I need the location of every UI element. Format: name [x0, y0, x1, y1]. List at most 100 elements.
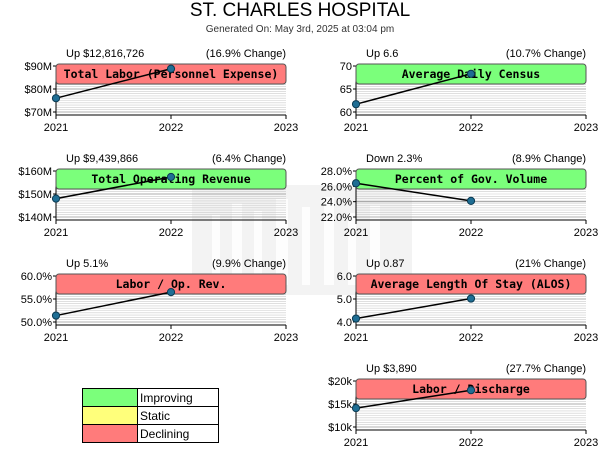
- y-tick-label: 4.0: [337, 317, 352, 329]
- report-title: ST. CHARLES HOSPITAL: [189, 0, 411, 21]
- y-tick-label: $90M: [24, 61, 52, 73]
- y-tick-label: $160M: [18, 166, 52, 178]
- x-tick-label: 2022: [159, 227, 183, 239]
- y-tick-label: $80M: [24, 84, 52, 96]
- legend-row-declining: Declining: [82, 424, 219, 443]
- y-tick-label: 6.0: [337, 271, 352, 283]
- x-tick-label: 2022: [159, 122, 183, 134]
- series-line: [355, 182, 472, 202]
- x-tick-label: 2022: [459, 122, 483, 134]
- legend-label-static: Static: [137, 406, 219, 425]
- chart-title: Labor / Op. Rev.: [116, 277, 227, 291]
- data-point: [351, 314, 361, 323]
- legend-swatch-improving: [82, 388, 138, 407]
- chart-svg: Up 0.87 (21% Change) 4.0 5.0 6.0 2021 2022 2023…: [337, 258, 599, 344]
- chart-svg: Up $12,816,726 (16.9% Change) $70M $80M $90M…: [24, 48, 298, 134]
- x-tick-label: 2021: [344, 122, 368, 134]
- chart-percent-gov-volume: Down 2.3% (8.9% Change) 22.0% 24.0% 26.0% 28.…: [300, 151, 600, 251]
- legend-swatch-declining: [82, 424, 138, 443]
- data-point: [51, 94, 61, 103]
- data-point: [166, 288, 176, 297]
- x-tick-label: 2021: [44, 227, 68, 239]
- legend-row-static: Static: [82, 406, 219, 425]
- x-tick-label: 2023: [574, 227, 598, 239]
- chart-svg: Up $3,890 (27.7% Change) $10k $15k $20k 2021 2…: [328, 363, 598, 449]
- y-tick-label: 65: [340, 84, 352, 96]
- chart-total-operating-revenue: Up $9,439,866 (6.4% Change) $140M $150M $160…: [0, 151, 300, 251]
- y-tick-label: 60.0%: [21, 271, 52, 283]
- x-tick-label: 2022: [459, 437, 483, 449]
- summary-text: Up 5.1%: [66, 258, 108, 270]
- summary-text: Down 2.3%: [366, 153, 422, 165]
- change-text: (10.7% Change): [506, 48, 586, 60]
- chart-title: Total Labor (Personnel Expense): [64, 67, 279, 81]
- y-tick-label: 22.0%: [321, 212, 352, 224]
- chart-title-box: [355, 273, 587, 295]
- series-line: [355, 389, 472, 409]
- y-tick-label: $15k: [328, 399, 352, 411]
- x-tick-label: 2022: [159, 332, 183, 344]
- summary-text: Up 6.6: [366, 48, 398, 60]
- chart-title-box: [55, 63, 287, 85]
- status-legend: Improving Static Declining: [82, 388, 219, 443]
- chart-alos: Up 0.87 (21% Change) 4.0 5.0 6.0 2021 2022 2023…: [300, 256, 600, 356]
- change-text: (27.7% Change): [506, 363, 586, 375]
- change-text: (6.4% Change): [212, 153, 286, 165]
- summary-text: Up $3,890: [366, 363, 417, 375]
- data-point: [466, 294, 476, 303]
- data-point: [466, 196, 476, 206]
- y-tick-label: 5.0: [337, 294, 352, 306]
- x-tick-label: 2021: [344, 437, 368, 449]
- y-tick-label: 55.0%: [21, 294, 52, 306]
- summary-text: Up 0.87: [366, 258, 405, 270]
- x-tick-label: 2023: [274, 227, 298, 239]
- y-tick-label: $20k: [328, 376, 352, 388]
- chart-total-labor: Up $12,816,726 (16.9% Change) $70M $80M $90M…: [0, 46, 300, 146]
- y-tick-label: $10k: [328, 422, 352, 434]
- change-text: (9.9% Change): [212, 258, 286, 270]
- data-point: [166, 172, 176, 182]
- report-header: ST. CHARLES HOSPITAL Generated On: May 3…: [0, 0, 600, 40]
- data-point: [466, 69, 476, 78]
- chart-svg: Up $9,439,866 (6.4% Change) $140M $150M $160…: [18, 153, 298, 239]
- chart-svg: Up 5.1% (9.9% Change) 50.0% 55.0% 60.0% 2021 2…: [21, 258, 298, 344]
- chart-title: Average Length Of Stay (ALOS): [371, 277, 572, 291]
- data-point: [51, 194, 61, 203]
- x-tick-label: 2023: [574, 332, 598, 344]
- y-tick-label: 28.0%: [321, 166, 352, 178]
- x-tick-label: 2021: [344, 227, 368, 239]
- y-tick-label: 50.0%: [21, 317, 52, 329]
- legend-label-declining: Declining: [137, 424, 219, 443]
- y-tick-label: $140M: [18, 212, 52, 224]
- data-point: [351, 404, 361, 413]
- chart-labor-op-rev: Up 5.1% (9.9% Change) 50.0% 55.0% 60.0% 2021 2…: [0, 256, 300, 356]
- chart-average-daily-census: Up 6.6 (10.7% Change) 60 65 70 2021 2022 2023 Av…: [300, 46, 600, 146]
- chart-svg: Down 2.3% (8.9% Change) 22.0% 24.0% 26.0% 28.…: [321, 153, 598, 239]
- chart-title: Percent of Gov. Volume: [395, 172, 547, 186]
- y-tick-label: 60: [340, 107, 352, 119]
- change-text: (21% Change): [515, 258, 586, 270]
- change-text: (8.9% Change): [512, 153, 586, 165]
- series-line: [55, 291, 172, 317]
- data-point: [351, 179, 361, 188]
- data-point: [351, 100, 361, 109]
- summary-text: Up $12,816,726: [66, 48, 144, 60]
- x-tick-label: 2022: [459, 227, 483, 239]
- y-tick-label: $70M: [24, 107, 52, 119]
- x-tick-label: 2021: [44, 122, 68, 134]
- change-text: (16.9% Change): [206, 48, 286, 60]
- series-line: [355, 297, 472, 320]
- legend-label-improving: Improving: [137, 388, 219, 407]
- chart-title-box: [355, 168, 587, 190]
- summary-text: Up $9,439,866: [66, 153, 138, 165]
- x-tick-label: 2021: [344, 332, 368, 344]
- data-point: [51, 311, 61, 320]
- data-point: [466, 386, 476, 395]
- x-tick-label: 2023: [274, 122, 298, 134]
- x-tick-label: 2023: [574, 122, 598, 134]
- series-line: [55, 176, 172, 200]
- x-tick-label: 2023: [274, 332, 298, 344]
- y-tick-label: 24.0%: [321, 197, 352, 209]
- x-tick-label: 2023: [574, 437, 598, 449]
